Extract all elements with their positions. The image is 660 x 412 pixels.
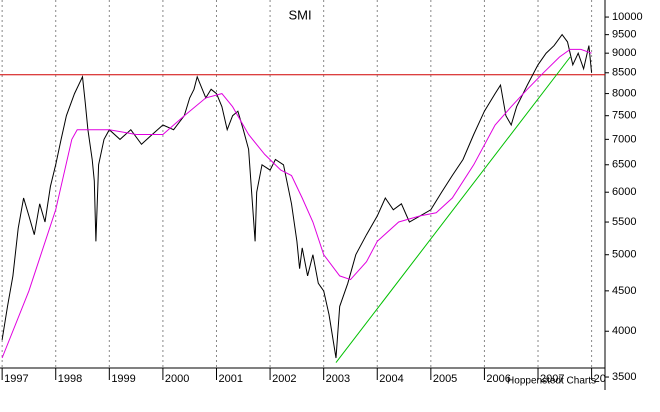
series-line xyxy=(1,33,593,359)
x-tick-label: 2004 xyxy=(379,373,403,385)
y-tick-label: 7000 xyxy=(612,133,636,145)
y-tick-label: 9000 xyxy=(612,47,636,59)
x-tick-label: 2005 xyxy=(433,373,457,385)
x-tick-label: 1997 xyxy=(4,373,28,385)
y-tick-label: 6000 xyxy=(612,186,636,198)
y-tick-label: 3500 xyxy=(612,371,636,383)
annotation: Hoppenstedt Charts xyxy=(507,376,596,387)
y-tick-label: 4000 xyxy=(612,325,636,337)
series-line xyxy=(335,56,571,363)
chart-title: SMI xyxy=(288,7,311,22)
y-tick-label: 7500 xyxy=(612,110,636,122)
x-tick-label: 2001 xyxy=(218,373,242,385)
y-tick-label: 5500 xyxy=(612,216,636,228)
x-tick-label: 1998 xyxy=(58,373,82,385)
x-tick-label: 2002 xyxy=(272,373,296,385)
y-tick-label: 10000 xyxy=(612,11,643,23)
y-tick-label: 6500 xyxy=(612,159,636,171)
x-tick-label: 1999 xyxy=(111,373,135,385)
y-tick-label: 8000 xyxy=(612,87,636,99)
x-tick-label: 20 xyxy=(594,373,606,385)
x-tick-label: 2006 xyxy=(486,373,510,385)
y-tick-label: 4500 xyxy=(612,285,636,297)
x-tick-label: 2000 xyxy=(165,373,189,385)
y-tick-label: 8500 xyxy=(612,67,636,79)
series-line xyxy=(1,48,592,359)
y-tick-label: 9500 xyxy=(612,29,636,41)
y-tick-label: 5000 xyxy=(612,249,636,261)
x-tick-label: 2003 xyxy=(326,373,350,385)
x-tick-label: 2007 xyxy=(540,373,564,385)
